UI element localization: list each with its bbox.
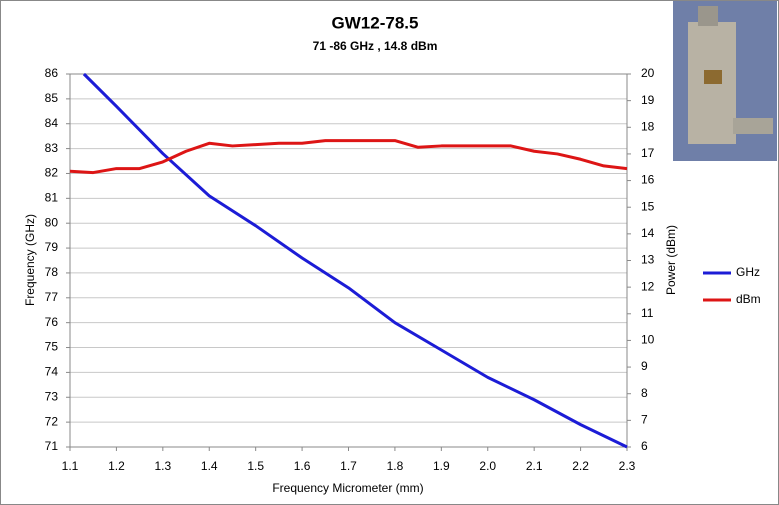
x-tick-label: 1.2 [108, 459, 125, 473]
x-tick-label: 2.0 [479, 459, 496, 473]
y-tick-label: 78 [45, 265, 59, 279]
y-tick-label: 76 [45, 315, 59, 329]
y2-tick-label: 17 [641, 146, 655, 160]
series-line [69, 139, 628, 175]
product-photo [673, 1, 777, 161]
x-tick-label: 2.2 [572, 459, 589, 473]
y-tick-label: 86 [45, 66, 59, 80]
x-tick-label: 1.7 [340, 459, 357, 473]
y2-axis-label: Power (dBm) [664, 225, 678, 295]
y-tick-label: 81 [45, 191, 59, 205]
x-tick-label: 1.6 [294, 459, 311, 473]
legend-label: GHz [736, 265, 760, 279]
y2-tick-label: 20 [641, 66, 655, 80]
y2-tick-label: 15 [641, 199, 655, 213]
y2-tick-label: 10 [641, 333, 655, 347]
y-tick-label: 73 [45, 389, 59, 403]
x-axis-label: Frequency Micrometer (mm) [272, 481, 423, 495]
y-tick-label: 79 [45, 240, 59, 254]
legend-label: dBm [736, 292, 761, 306]
x-tick-label: 1.1 [62, 459, 79, 473]
x-tick-label: 1.9 [433, 459, 450, 473]
y-tick-label: 82 [45, 166, 59, 180]
x-tick-label: 2.3 [619, 459, 636, 473]
x-tick-label: 1.4 [201, 459, 218, 473]
chart-title: GW12-78.5 [332, 13, 419, 32]
y2-tick-label: 18 [641, 119, 655, 133]
y-tick-label: 77 [45, 290, 59, 304]
series-line [82, 72, 628, 449]
plot-border [69, 73, 628, 448]
y2-tick-label: 9 [641, 359, 648, 373]
x-tick-label: 1.5 [247, 459, 264, 473]
y2-tick-label: 6 [641, 439, 648, 453]
y2-tick-label: 19 [641, 93, 655, 107]
y-tick-label: 74 [45, 365, 59, 379]
y2-tick-label: 8 [641, 386, 648, 400]
y-tick-label: 75 [45, 340, 59, 354]
y-tick-label: 80 [45, 215, 59, 229]
y-tick-label: 72 [45, 414, 59, 428]
y-axis-label: Frequency (GHz) [23, 214, 37, 306]
y2-tick-label: 16 [641, 173, 655, 187]
x-tick-label: 1.8 [387, 459, 404, 473]
x-tick-label: 2.1 [526, 459, 543, 473]
y2-tick-label: 12 [641, 279, 655, 293]
x-tick-label: 1.3 [154, 459, 171, 473]
y2-tick-label: 11 [641, 306, 654, 320]
y-tick-label: 83 [45, 141, 59, 155]
y-tick-label: 84 [45, 116, 59, 130]
y-tick-label: 71 [45, 439, 59, 453]
y-tick-label: 85 [45, 91, 59, 105]
y2-tick-label: 14 [641, 226, 655, 240]
y2-tick-label: 13 [641, 253, 655, 267]
y2-tick-label: 7 [641, 413, 648, 427]
chart-subtitle: 71 -86 GHz , 14.8 dBm [313, 39, 438, 53]
